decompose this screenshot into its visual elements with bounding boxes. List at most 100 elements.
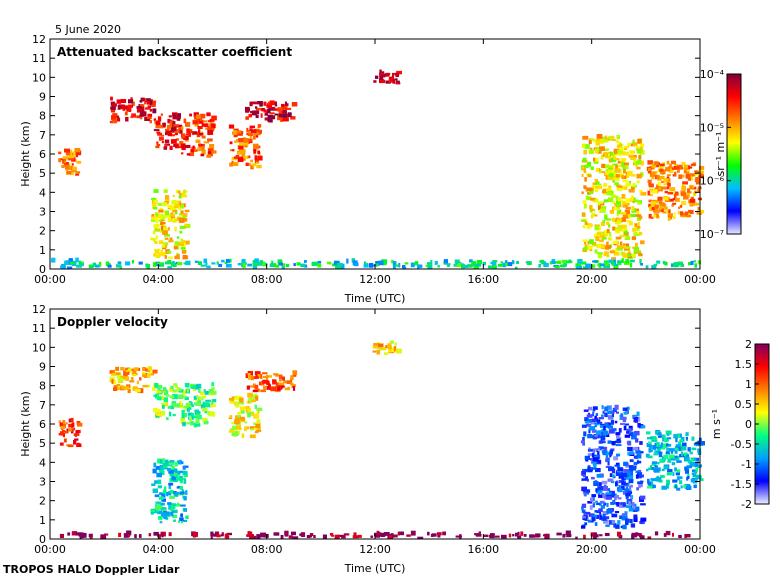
- signal-cell: [603, 430, 609, 436]
- signal-cell: [680, 261, 683, 265]
- signal-cell: [427, 531, 430, 536]
- signal-feature: [153, 112, 184, 150]
- signal-cell: [478, 531, 481, 536]
- signal-cell: [166, 250, 172, 254]
- signal-cell: [379, 79, 386, 84]
- y-tick-label: 10: [32, 71, 46, 84]
- signal-cell: [663, 183, 666, 186]
- signal-cell: [517, 531, 520, 536]
- signal-cell: [609, 189, 613, 192]
- signal-cell: [635, 160, 641, 165]
- signal-cell: [621, 228, 628, 232]
- signal-cell: [169, 121, 176, 125]
- signal-cell: [628, 154, 634, 158]
- y-tick-label: 8: [39, 110, 46, 123]
- signal-cell: [179, 491, 185, 495]
- signal-cell: [240, 410, 245, 414]
- signal-cell: [304, 260, 307, 263]
- signal-cell: [209, 118, 215, 122]
- signal-cell: [184, 396, 189, 401]
- signal-cell: [675, 444, 682, 449]
- y-tick-label: 6: [39, 418, 46, 431]
- signal-cell: [674, 193, 677, 199]
- signal-cell: [616, 158, 620, 161]
- signal-cell: [272, 381, 277, 385]
- signal-cell: [693, 260, 696, 263]
- signal-cell: [595, 422, 600, 426]
- x-tick-label: 08:00: [251, 543, 283, 556]
- signal-cell: [161, 140, 164, 144]
- signal-cell: [675, 472, 680, 475]
- signal-cell: [160, 502, 165, 506]
- signal-cell: [134, 534, 137, 539]
- signal-cell: [587, 453, 593, 457]
- signal-cell: [659, 163, 665, 167]
- signal-cell: [267, 375, 273, 378]
- signal-cell: [592, 260, 598, 263]
- signal-cell: [447, 264, 450, 267]
- signal-cell: [581, 143, 586, 148]
- signal-cell: [172, 413, 176, 417]
- signal-cell: [166, 514, 171, 518]
- signal-cell: [602, 485, 608, 491]
- signal-cell: [669, 448, 675, 452]
- signal-cell: [123, 533, 129, 538]
- signal-cell: [619, 504, 625, 508]
- signal-cell: [670, 451, 674, 454]
- signal-cell: [146, 116, 152, 119]
- signal-cell: [592, 406, 598, 410]
- signal-cell: [625, 198, 631, 203]
- signal-cell: [598, 243, 603, 248]
- signal-cell: [237, 411, 242, 415]
- signal-cell: [414, 261, 419, 266]
- signal-cell: [560, 264, 566, 268]
- signal-cell: [63, 438, 67, 443]
- signal-cell: [614, 420, 618, 424]
- signal-cell: [168, 482, 174, 486]
- signal-cell: [678, 534, 682, 538]
- signal-cell: [650, 193, 653, 197]
- signal-cell: [341, 535, 346, 539]
- signal-cell: [112, 379, 117, 385]
- signal-cell: [607, 440, 612, 444]
- signal-cell: [490, 261, 494, 265]
- signal-cell: [667, 174, 671, 177]
- signal-cell: [211, 387, 215, 390]
- signal-cell: [169, 145, 173, 150]
- signal-cell: [134, 388, 141, 392]
- signal-cell: [505, 260, 508, 264]
- signal-cell: [587, 468, 593, 473]
- signal-cell: [77, 422, 83, 427]
- signal-cell: [650, 436, 657, 440]
- signal-cell: [626, 146, 629, 149]
- signal-cell: [182, 477, 186, 480]
- signal-cell: [502, 262, 507, 268]
- signal-cell: [142, 367, 147, 372]
- signal-cell: [117, 105, 121, 110]
- signal-cell: [171, 401, 177, 404]
- signal-cell: [617, 218, 622, 222]
- signal-cell: [626, 428, 631, 432]
- signal-cell: [204, 123, 209, 128]
- signal-cell: [174, 491, 179, 495]
- signal-cell: [211, 150, 217, 154]
- signal-cell: [605, 164, 610, 169]
- signal-cell: [576, 265, 582, 269]
- signal-cell: [211, 390, 217, 395]
- signal-cell: [92, 262, 97, 267]
- signal-cell: [619, 234, 626, 238]
- signal-cell: [543, 262, 549, 267]
- signal-cell: [663, 465, 669, 470]
- signal-cell: [163, 189, 168, 193]
- signal-cell: [228, 124, 235, 129]
- signal-cell: [370, 535, 374, 538]
- signal-cell: [604, 148, 609, 152]
- signal-cell: [51, 257, 56, 263]
- signal-cell: [158, 209, 164, 213]
- x-tick-label: 00:00: [684, 273, 716, 286]
- signal-cell: [249, 101, 253, 107]
- signal-cell: [621, 200, 626, 205]
- signal-cell: [667, 186, 670, 190]
- signal-cell: [191, 385, 197, 389]
- signal-cell: [119, 266, 123, 269]
